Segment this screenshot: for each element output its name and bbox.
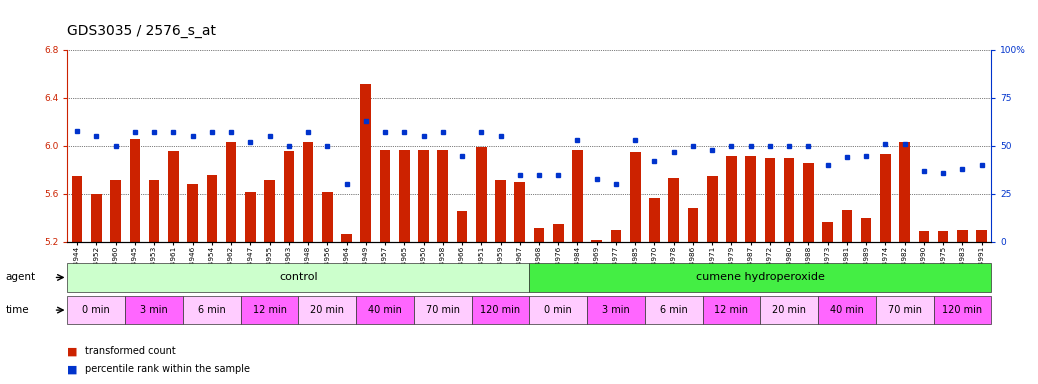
Bar [803,163,814,242]
Bar [515,182,525,242]
Bar [418,149,429,242]
Bar [529,263,991,292]
Text: 6 min: 6 min [198,305,225,315]
Bar [265,180,275,242]
Bar [437,149,448,242]
Bar [245,192,255,242]
Bar [668,178,679,242]
Bar [957,230,967,242]
Bar [977,230,987,242]
Bar [765,158,775,242]
Bar [399,149,410,242]
Bar [861,218,872,242]
Text: 3 min: 3 min [602,305,630,315]
Bar [126,296,183,324]
Bar [148,180,160,242]
Bar [226,142,237,242]
Bar [495,180,506,242]
Bar [168,151,179,242]
Text: 0 min: 0 min [82,305,110,315]
Text: ■: ■ [67,364,78,374]
Bar [760,296,818,324]
Bar [241,296,299,324]
Text: 70 min: 70 min [887,305,922,315]
Bar [356,296,414,324]
Text: ■: ■ [67,346,78,356]
Bar [933,296,991,324]
Bar [534,227,544,242]
Text: control: control [279,272,318,283]
Text: 20 min: 20 min [310,305,345,315]
Bar [91,194,102,242]
Text: time: time [5,305,29,315]
Bar [67,296,126,324]
Bar [842,210,852,242]
Bar [67,263,529,292]
Bar [414,296,471,324]
Text: 12 min: 12 min [252,305,286,315]
Bar [880,154,891,242]
Bar [110,180,120,242]
Bar [72,176,82,242]
Bar [457,211,467,242]
Text: GDS3035 / 2576_s_at: GDS3035 / 2576_s_at [67,25,217,38]
Bar [342,233,352,242]
Text: 120 min: 120 min [481,305,521,315]
Bar [529,296,588,324]
Text: 70 min: 70 min [426,305,460,315]
Text: 12 min: 12 min [714,305,748,315]
Bar [727,156,737,242]
Bar [572,149,582,242]
Text: 6 min: 6 min [660,305,687,315]
Bar [183,296,241,324]
Bar [649,197,660,242]
Bar [645,296,703,324]
Text: transformed count: transformed count [85,346,175,356]
Text: 3 min: 3 min [140,305,168,315]
Bar [303,142,313,242]
Bar [745,156,756,242]
Bar [588,296,645,324]
Bar [876,296,933,324]
Bar [703,296,760,324]
Bar [207,175,217,242]
Bar [630,152,640,242]
Text: 40 min: 40 min [368,305,402,315]
Bar [610,230,622,242]
Text: percentile rank within the sample: percentile rank within the sample [85,364,250,374]
Bar [553,224,564,242]
Bar [899,142,910,242]
Bar [592,240,602,242]
Text: 40 min: 40 min [830,305,864,315]
Text: agent: agent [5,272,35,283]
Text: 20 min: 20 min [772,305,807,315]
Bar [919,231,929,242]
Bar [688,208,699,242]
Bar [822,222,832,242]
Text: 120 min: 120 min [943,305,983,315]
Bar [938,231,949,242]
Bar [322,192,332,242]
Bar [818,296,876,324]
Text: 0 min: 0 min [544,305,572,315]
Bar [187,184,198,242]
Text: cumene hydroperoxide: cumene hydroperoxide [695,272,825,283]
Bar [784,158,794,242]
Bar [476,147,487,242]
Bar [283,151,294,242]
Bar [380,149,390,242]
Bar [360,84,371,242]
Bar [299,296,356,324]
Bar [471,296,529,324]
Bar [130,139,140,242]
Bar [707,176,717,242]
